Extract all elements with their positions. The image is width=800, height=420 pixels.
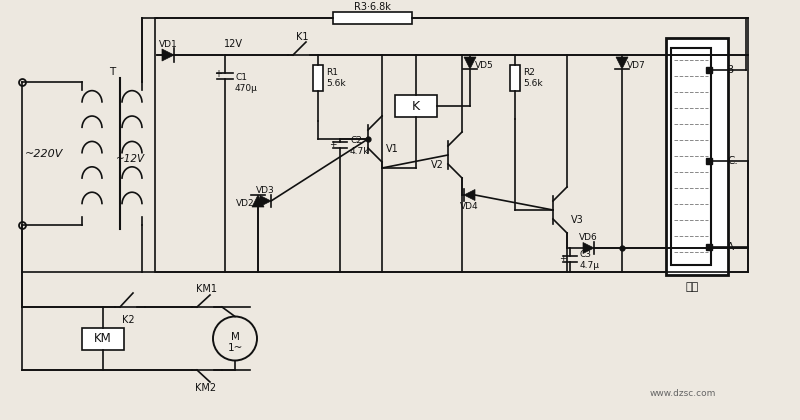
Text: VD2: VD2 bbox=[236, 199, 255, 207]
Text: R1
5.6k: R1 5.6k bbox=[326, 68, 346, 88]
Text: KM2: KM2 bbox=[195, 383, 217, 393]
Bar bbox=[313, 65, 323, 91]
Text: +: + bbox=[559, 254, 567, 262]
Polygon shape bbox=[252, 195, 264, 207]
Text: ~220V: ~220V bbox=[25, 149, 63, 158]
Bar bbox=[82, 328, 124, 349]
Text: K1: K1 bbox=[296, 32, 308, 42]
Text: 水塔: 水塔 bbox=[686, 282, 698, 292]
Polygon shape bbox=[616, 57, 628, 69]
Text: VD3: VD3 bbox=[256, 186, 275, 194]
Polygon shape bbox=[583, 242, 594, 254]
Text: K: K bbox=[412, 100, 420, 113]
Text: V1: V1 bbox=[386, 144, 398, 154]
Text: +: + bbox=[214, 69, 222, 79]
Text: C1
470μ: C1 470μ bbox=[235, 74, 258, 93]
Text: A: A bbox=[727, 242, 734, 252]
Bar bbox=[510, 65, 520, 91]
Text: M
1~: M 1~ bbox=[227, 332, 242, 353]
Text: V3: V3 bbox=[571, 215, 584, 225]
Text: T: T bbox=[109, 67, 115, 77]
Bar bbox=[395, 95, 437, 117]
Polygon shape bbox=[260, 195, 271, 207]
Text: B: B bbox=[727, 65, 734, 75]
Polygon shape bbox=[464, 189, 475, 200]
Text: VD7: VD7 bbox=[627, 60, 646, 69]
Text: +: + bbox=[330, 139, 337, 149]
Text: ~12V: ~12V bbox=[115, 153, 145, 163]
Text: VD1: VD1 bbox=[158, 39, 178, 48]
Bar bbox=[671, 48, 711, 265]
Text: R3·6.8k: R3·6.8k bbox=[354, 2, 391, 12]
Polygon shape bbox=[464, 57, 476, 69]
Text: 12V: 12V bbox=[223, 39, 242, 49]
Text: C.: C. bbox=[727, 156, 738, 166]
Bar bbox=[333, 12, 412, 24]
Text: VD5: VD5 bbox=[475, 60, 494, 69]
Polygon shape bbox=[162, 49, 174, 61]
Text: VD6: VD6 bbox=[579, 233, 598, 241]
Text: VD4: VD4 bbox=[460, 202, 479, 210]
Text: K2: K2 bbox=[122, 315, 134, 325]
Text: KM: KM bbox=[94, 332, 112, 345]
Text: KM1: KM1 bbox=[195, 284, 217, 294]
Text: www.dzsc.com: www.dzsc.com bbox=[650, 388, 716, 397]
Text: C2
4.7k: C2 4.7k bbox=[350, 136, 370, 156]
Text: C3
4.7μ: C3 4.7μ bbox=[580, 250, 600, 270]
Bar bbox=[666, 38, 728, 275]
Text: V2: V2 bbox=[431, 160, 444, 170]
Bar bbox=[155, 18, 748, 272]
Text: R2
5.6k: R2 5.6k bbox=[523, 68, 542, 88]
